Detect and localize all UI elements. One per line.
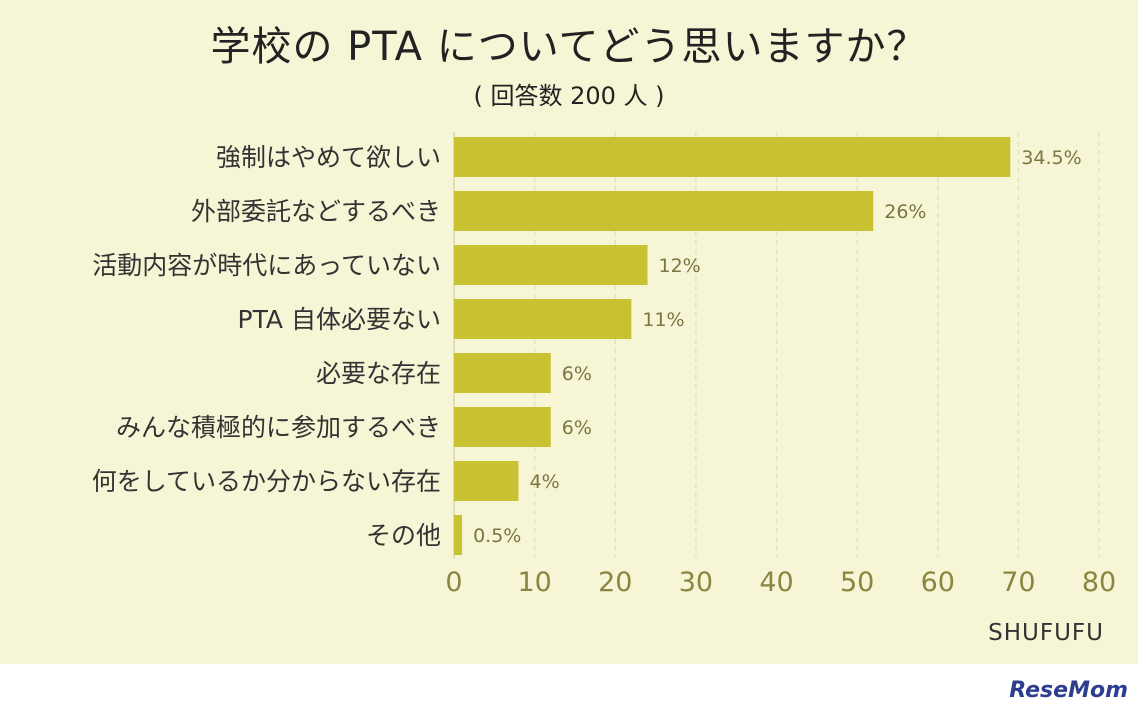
x-tick-label-7: 70	[1001, 567, 1035, 598]
x-tick-label-2: 20	[598, 567, 632, 598]
bar-6	[454, 461, 519, 501]
chart-subtitle: ( 回答数 200 人 )	[473, 82, 665, 110]
value-label-0: 34.5%	[1021, 147, 1081, 169]
value-label-3: 11%	[642, 309, 684, 331]
x-tick-label-8: 80	[1082, 567, 1116, 598]
category-label-5: みんな積極的に参加するべき	[116, 413, 441, 442]
bar-0	[454, 137, 1011, 177]
bar-5	[454, 407, 551, 447]
value-label-5: 6%	[562, 417, 592, 439]
x-tick-label-1: 10	[517, 567, 551, 598]
bar-4	[454, 353, 551, 393]
x-tick-label-4: 40	[759, 567, 793, 598]
chart-title: 学校の PTA についてどう思いますか？	[210, 24, 928, 70]
value-label-1: 26%	[884, 201, 926, 223]
category-label-3: PTA 自体必要ない	[238, 305, 441, 334]
bar-7	[454, 515, 463, 555]
source-label: SHUFUFU	[988, 620, 1104, 646]
x-tick-label-3: 30	[679, 567, 713, 598]
value-label-2: 12%	[659, 255, 701, 277]
category-label-7: その他	[366, 521, 441, 550]
category-label-4: 必要な存在	[316, 359, 441, 388]
bar-chart: 強制はやめて欲しい 34.5% 外部委託などするべき 26% 活動内容が時代にあっていな…	[92, 132, 1116, 598]
category-label-2: 活動内容が時代にあっていない	[92, 251, 441, 280]
bar-2	[454, 245, 648, 285]
x-tick-label-0: 0	[445, 567, 462, 598]
bar-3	[454, 299, 632, 339]
category-label-0: 強制はやめて欲しい	[216, 143, 441, 172]
x-tick-label-6: 60	[921, 567, 955, 598]
value-label-6: 4%	[530, 471, 560, 493]
value-label-7: 0.5%	[473, 525, 521, 547]
category-label-1: 外部委託などするべき	[191, 197, 441, 226]
category-label-6: 何をしているか分からない存在	[92, 467, 441, 496]
value-label-4: 6%	[562, 363, 592, 385]
resemom-logo: ReseMom	[1009, 678, 1128, 703]
x-tick-label-5: 50	[840, 567, 874, 598]
bar-1	[454, 191, 874, 231]
